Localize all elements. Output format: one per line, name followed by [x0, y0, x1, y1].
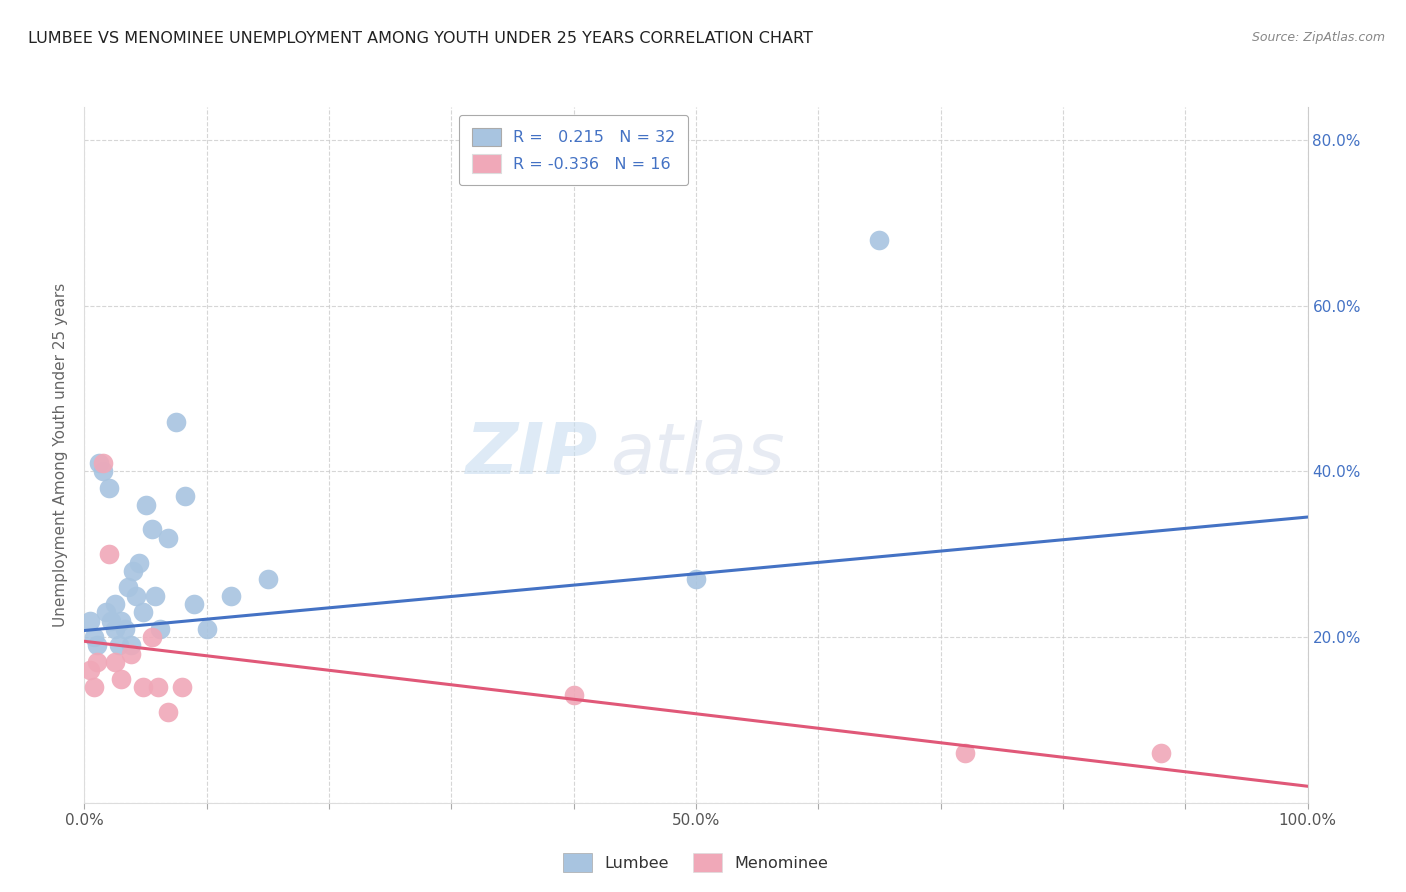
Point: [869, 233, 891, 247]
Point: [83, 680, 105, 694]
Point: [132, 680, 155, 694]
Point: [146, 680, 169, 694]
Point: [173, 489, 195, 503]
Point: [107, 639, 129, 653]
Point: [685, 572, 707, 586]
Point: [97, 481, 120, 495]
Point: [100, 614, 122, 628]
Point: [79, 614, 101, 628]
Legend: Lumbee, Menominee: Lumbee, Menominee: [557, 847, 835, 879]
Point: [141, 630, 163, 644]
Point: [1150, 746, 1173, 760]
Point: [165, 415, 187, 429]
Point: [87, 456, 110, 470]
Point: [86, 655, 108, 669]
Point: [156, 531, 179, 545]
Point: [97, 547, 120, 561]
Point: [96, 605, 118, 619]
Point: [86, 639, 108, 653]
Point: [83, 630, 105, 644]
Text: ZIP: ZIP: [465, 420, 598, 490]
Point: [79, 663, 101, 677]
Point: [110, 614, 132, 628]
Point: [104, 655, 127, 669]
Text: LUMBEE VS MENOMINEE UNEMPLOYMENT AMONG YOUTH UNDER 25 YEARS CORRELATION CHART: LUMBEE VS MENOMINEE UNEMPLOYMENT AMONG Y…: [28, 31, 813, 46]
Point: [120, 647, 142, 661]
Text: atlas: atlas: [610, 420, 785, 490]
Point: [110, 672, 132, 686]
Point: [117, 581, 139, 595]
Point: [125, 589, 148, 603]
Point: [953, 746, 976, 760]
Text: Source: ZipAtlas.com: Source: ZipAtlas.com: [1251, 31, 1385, 45]
Point: [172, 680, 194, 694]
Y-axis label: Unemployment Among Youth under 25 years: Unemployment Among Youth under 25 years: [53, 283, 69, 627]
Point: [120, 639, 142, 653]
Point: [257, 572, 280, 586]
Point: [156, 705, 179, 719]
Point: [122, 564, 145, 578]
Point: [149, 622, 172, 636]
Point: [114, 622, 136, 636]
Point: [562, 688, 585, 702]
Point: [183, 597, 205, 611]
Point: [128, 556, 150, 570]
Point: [91, 465, 114, 479]
Point: [132, 605, 155, 619]
Point: [135, 498, 157, 512]
Point: [91, 456, 114, 470]
Point: [143, 589, 166, 603]
Point: [104, 622, 127, 636]
Point: [219, 589, 242, 603]
Point: [195, 622, 218, 636]
Point: [141, 523, 163, 537]
Point: [104, 597, 127, 611]
